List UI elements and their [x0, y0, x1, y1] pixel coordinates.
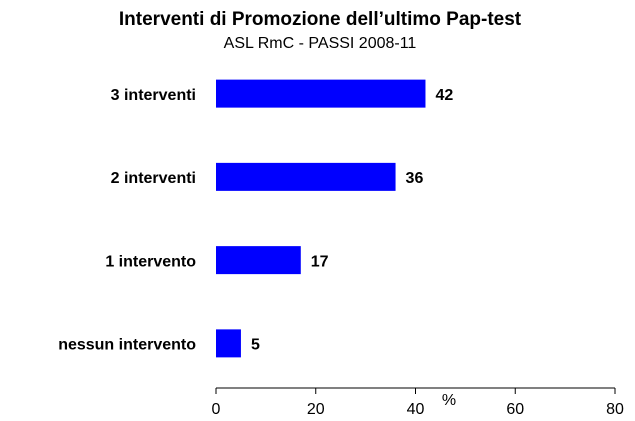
bar [216, 79, 426, 108]
y-tick-label: 2 interventi [111, 170, 196, 187]
bar [216, 162, 396, 191]
x-tick-label: 40 [407, 401, 425, 418]
x-tick-label: 20 [307, 401, 325, 418]
value-label: 17 [311, 253, 329, 270]
value-label: 36 [406, 170, 424, 187]
chart-subtitle: ASL RmC - PASSI 2008-11 [224, 35, 417, 52]
x-axis-label: % [442, 392, 456, 409]
y-tick-label: 1 intervento [105, 253, 196, 270]
bar [216, 329, 241, 358]
x-tick-label: 80 [606, 401, 624, 418]
bar [216, 246, 301, 275]
y-tick-label: nessun intervento [58, 337, 196, 354]
x-tick-label: 60 [506, 401, 524, 418]
chart-title: Interventi di Promozione dell’ultimo Pap… [119, 9, 522, 30]
value-label: 42 [435, 87, 453, 104]
x-tick-label: 0 [212, 401, 221, 418]
y-tick-label: 3 interventi [111, 87, 196, 104]
value-label: 5 [251, 337, 260, 354]
